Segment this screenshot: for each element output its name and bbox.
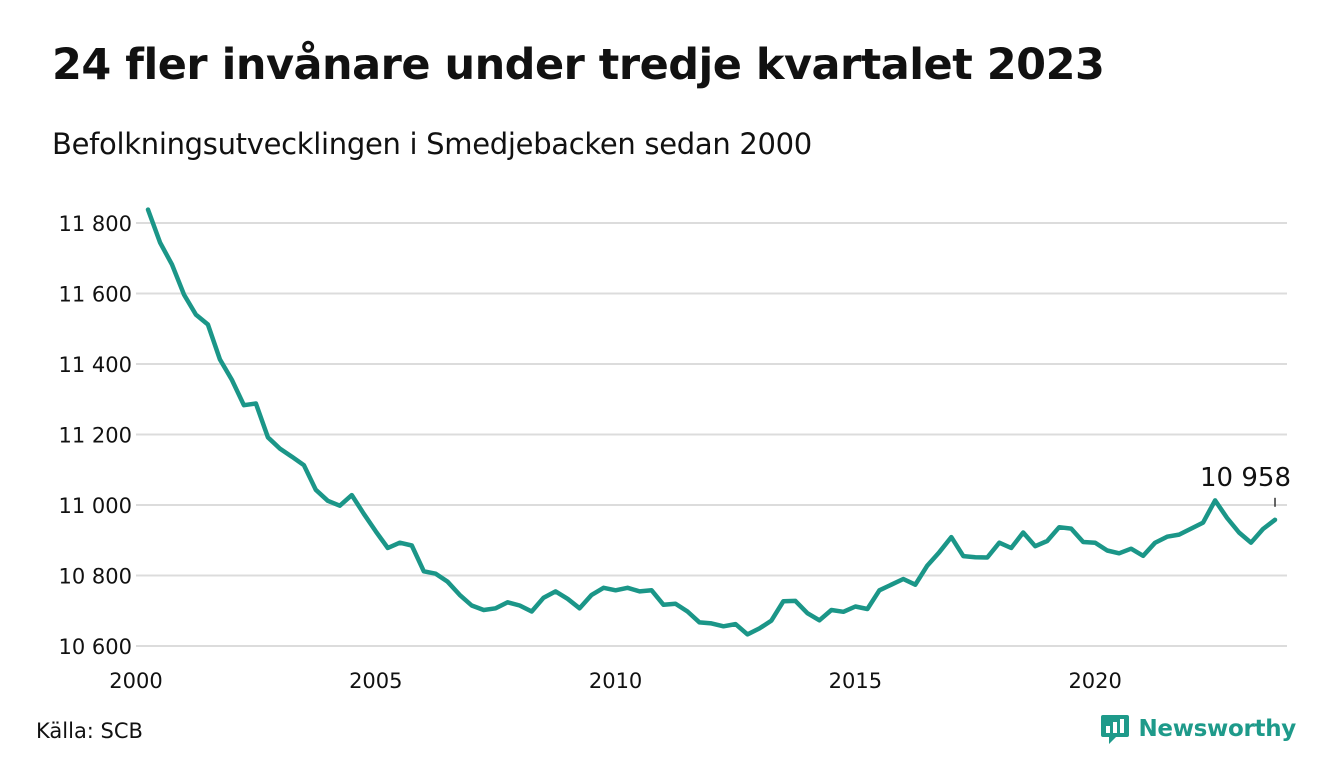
x-tick-label: 2015 — [829, 669, 882, 693]
source-note: Källa: SCB — [36, 719, 143, 743]
x-axis-tick-labels: 2000 2005 2010 2015 2020 — [109, 669, 1122, 693]
brand-logo: Newsworthy — [1100, 713, 1296, 745]
y-tick-label: 11 600 — [59, 283, 132, 307]
x-tick-label: 2000 — [109, 669, 162, 693]
y-tick-label: 11 000 — [59, 494, 132, 518]
y-axis-tick-labels: 10 600 10 800 11 000 11 200 11 400 11 600 11 8… — [59, 212, 132, 659]
x-tick-label: 2020 — [1068, 669, 1121, 693]
x-tick-label: 2010 — [589, 669, 642, 693]
chart-title: 24 fler invånare under tredje kvartalet … — [52, 40, 1105, 90]
annotation-label: 10 958 — [1200, 463, 1291, 493]
chart-subtitle: Befolkningsutvecklingen i Smedjebacken s… — [52, 127, 812, 161]
line-chart: 10 600 10 800 11 000 11 200 11 400 11 600 11 8… — [59, 207, 1291, 693]
brand-name: Newsworthy — [1138, 716, 1296, 742]
y-tick-label: 11 800 — [59, 212, 132, 236]
y-tick-label: 10 800 — [59, 565, 132, 589]
x-tick-label: 2005 — [349, 669, 402, 693]
y-tick-label: 11 400 — [59, 353, 132, 377]
series — [145, 207, 1278, 637]
newsworthy-logo-icon — [1101, 715, 1130, 744]
population-line — [145, 207, 1278, 637]
y-tick-label: 10 600 — [59, 635, 132, 659]
y-tick-label: 11 200 — [59, 424, 132, 448]
gridlines — [136, 222, 1287, 647]
annotations: 10 958 — [1200, 463, 1291, 507]
